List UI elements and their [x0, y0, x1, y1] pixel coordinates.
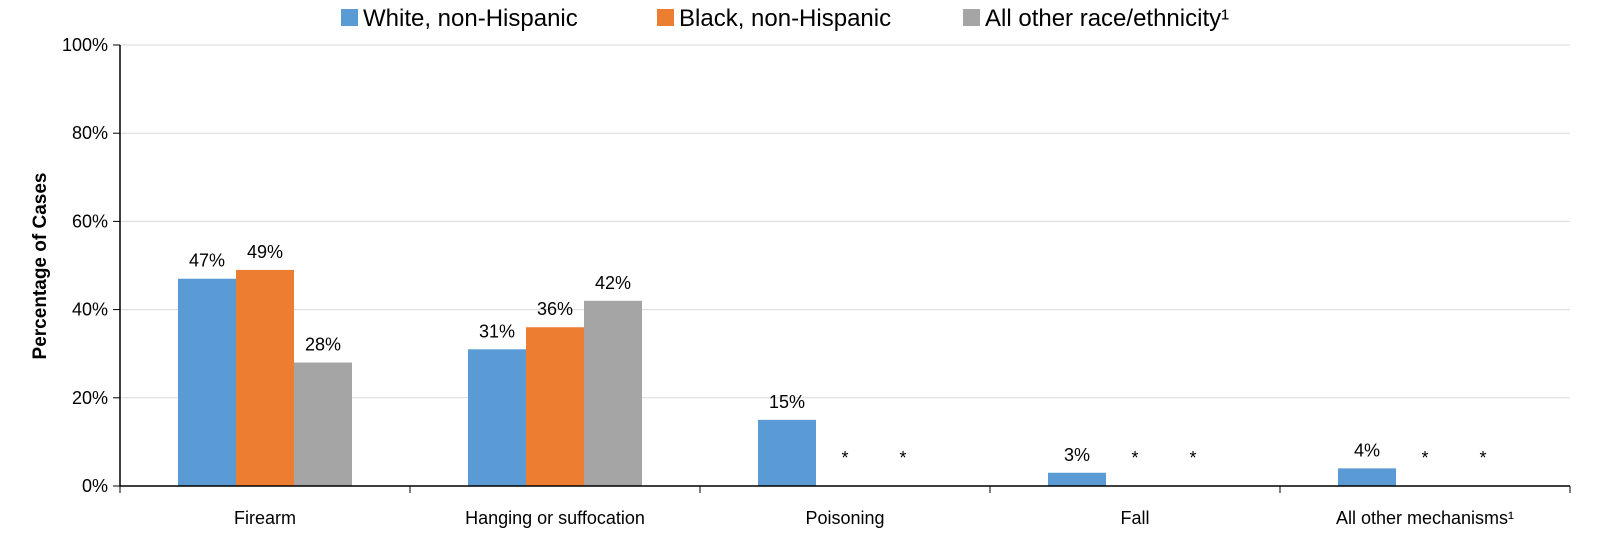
y-tick-label: 100%	[62, 35, 108, 55]
data-label: 4%	[1354, 440, 1380, 460]
x-tick-label: Fall	[1120, 508, 1149, 528]
legend-swatch	[657, 9, 674, 26]
bar	[526, 327, 584, 486]
data-label: *	[1189, 448, 1196, 468]
data-label: 31%	[479, 321, 515, 341]
x-tick-label: Firearm	[234, 508, 296, 528]
legend: White, non-Hispanic Black, non-Hispanic Al…	[341, 5, 1229, 32]
data-label: 36%	[537, 299, 573, 319]
data-labels: 47% 49% 28% 31% 36% 42% 15% * * 3% * * 4% * *	[189, 242, 1487, 468]
legend-label: White, non-Hispanic	[363, 5, 578, 32]
bars	[178, 269, 1396, 486]
bar	[1338, 468, 1396, 486]
y-axis-ticks: 0% 20% 40% 60% 80% 100%	[62, 35, 120, 496]
data-label: 28%	[305, 335, 341, 355]
y-tick-label: 60%	[72, 211, 108, 231]
data-label: 42%	[595, 273, 631, 293]
x-tick-label: Poisoning	[805, 508, 884, 528]
bar	[1048, 472, 1106, 486]
bar	[236, 269, 294, 486]
bar	[178, 278, 236, 486]
bar	[758, 419, 816, 486]
bar	[468, 349, 526, 486]
data-label: *	[899, 448, 906, 468]
x-tick-label: All other mechanisms¹	[1336, 508, 1514, 528]
legend-swatch	[963, 9, 980, 26]
data-label: *	[1131, 448, 1138, 468]
y-tick-label: 80%	[72, 123, 108, 143]
bar	[294, 362, 352, 486]
y-axis-label: Percentage of Cases	[30, 173, 51, 360]
y-tick-label: 0%	[82, 476, 108, 496]
data-label: 3%	[1064, 445, 1090, 465]
legend-label: All other race/ethnicity¹	[985, 5, 1229, 32]
bar	[584, 300, 642, 486]
data-label: *	[1479, 448, 1486, 468]
data-label: 49%	[247, 242, 283, 262]
y-tick-label: 20%	[72, 388, 108, 408]
data-label: *	[841, 448, 848, 468]
legend-label: Black, non-Hispanic	[679, 5, 891, 32]
axes	[119, 45, 1570, 487]
x-tick-label: Hanging or suffocation	[465, 508, 645, 528]
y-tick-label: 40%	[72, 300, 108, 320]
data-label: *	[1421, 448, 1428, 468]
legend-swatch	[341, 9, 358, 26]
data-label: 47%	[189, 251, 225, 271]
data-label: 15%	[769, 392, 805, 412]
gridlines	[120, 44, 1570, 399]
x-axis-ticks: Firearm Hanging or suffocation Poisoning Fa…	[119, 486, 1571, 528]
